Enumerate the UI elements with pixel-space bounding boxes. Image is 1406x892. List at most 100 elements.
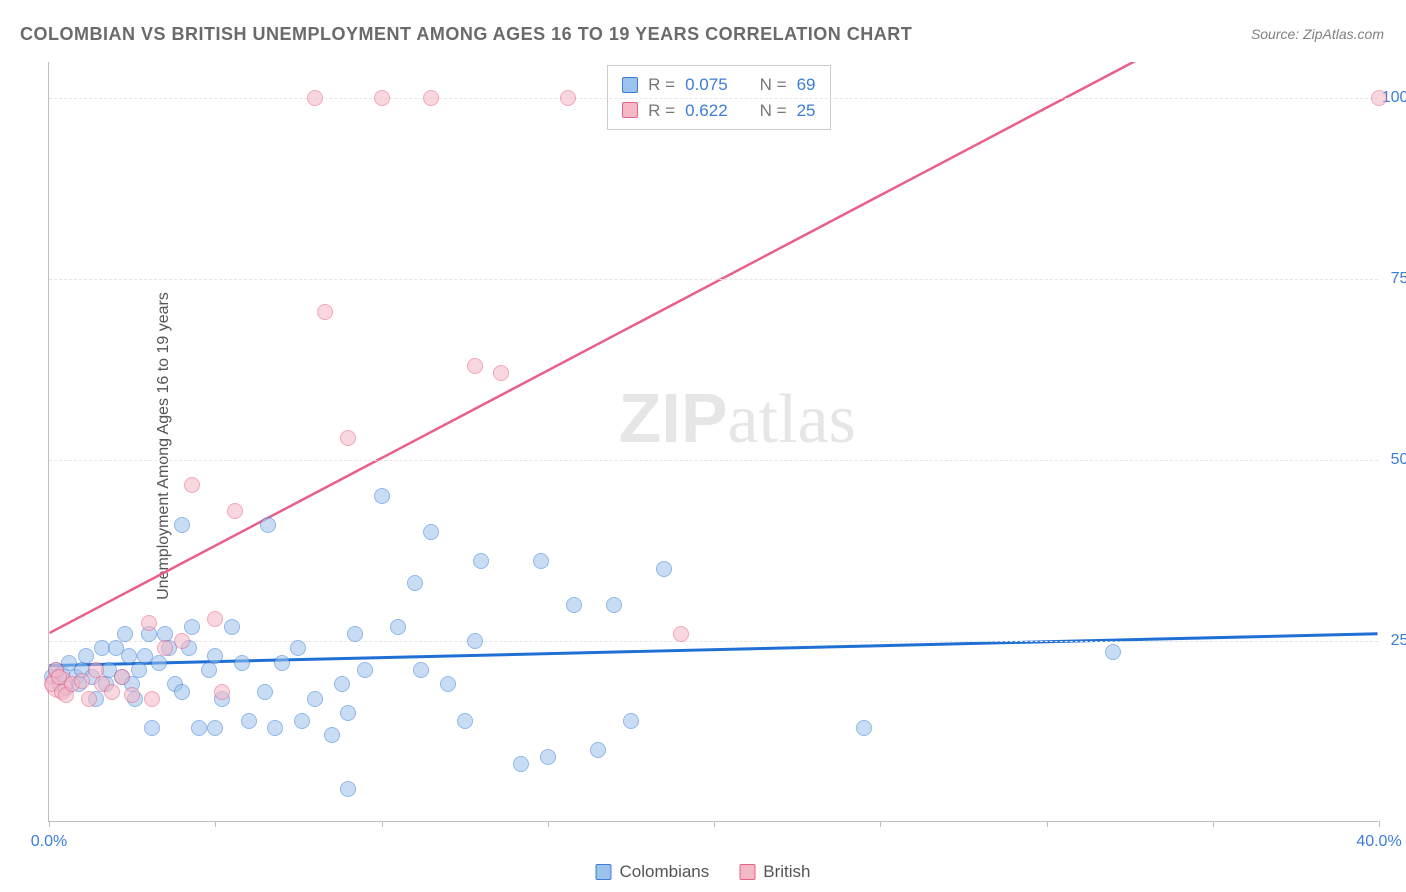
data-point: [340, 781, 356, 797]
bottom-legend: Colombians British: [596, 862, 811, 882]
gridline: [49, 98, 1378, 99]
data-point: [656, 561, 672, 577]
gridline: [49, 641, 1378, 642]
data-point: [267, 720, 283, 736]
data-point: [347, 626, 363, 642]
data-point: [184, 477, 200, 493]
data-point: [467, 358, 483, 374]
data-point: [390, 619, 406, 635]
data-point: [533, 553, 549, 569]
x-tick: [880, 821, 881, 827]
legend-item: Colombians: [596, 862, 710, 882]
stat-label-n: N =: [760, 98, 787, 124]
y-tick-label: 75.0%: [1391, 270, 1406, 288]
data-point: [227, 503, 243, 519]
legend-label: Colombians: [620, 862, 710, 882]
data-point: [340, 430, 356, 446]
data-point: [357, 662, 373, 678]
stat-label-r: R =: [648, 72, 675, 98]
data-point: [141, 615, 157, 631]
data-point: [413, 662, 429, 678]
data-point: [566, 597, 582, 613]
data-point: [513, 756, 529, 772]
x-tick: [382, 821, 383, 827]
data-point: [1105, 644, 1121, 660]
data-point: [104, 684, 120, 700]
chart-container: COLOMBIAN VS BRITISH UNEMPLOYMENT AMONG …: [0, 0, 1406, 892]
legend-swatch: [622, 77, 638, 93]
data-point: [184, 619, 200, 635]
data-point: [340, 705, 356, 721]
data-point: [224, 619, 240, 635]
chart-title: COLOMBIAN VS BRITISH UNEMPLOYMENT AMONG …: [20, 24, 912, 45]
data-point: [317, 304, 333, 320]
stat-value-r: 0.622: [685, 98, 728, 124]
data-point: [423, 524, 439, 540]
x-tick: [1047, 821, 1048, 827]
legend-item: British: [739, 862, 810, 882]
plot-area: ZIPatlas R = 0.075N = 69R = 0.622N = 25 …: [48, 62, 1378, 822]
data-point: [473, 553, 489, 569]
x-tick: [714, 821, 715, 827]
watermark-zip: ZIP: [619, 379, 728, 457]
data-point: [493, 365, 509, 381]
stats-row: R = 0.622N = 25: [622, 98, 815, 124]
data-point: [117, 626, 133, 642]
stat-label-n: N =: [760, 72, 787, 98]
data-point: [157, 640, 173, 656]
data-point: [131, 662, 147, 678]
x-tick: [49, 821, 50, 827]
data-point: [334, 676, 350, 692]
x-tick: [1379, 821, 1380, 827]
legend-swatch: [596, 864, 612, 880]
data-point: [374, 488, 390, 504]
data-point: [540, 749, 556, 765]
x-tick-label: 40.0%: [1356, 833, 1401, 851]
data-point: [407, 575, 423, 591]
data-point: [144, 720, 160, 736]
data-point: [124, 687, 140, 703]
stat-value-n: 69: [797, 72, 816, 98]
data-point: [191, 720, 207, 736]
data-point: [214, 684, 230, 700]
trend-line: [49, 62, 1377, 633]
data-point: [307, 691, 323, 707]
data-point: [423, 90, 439, 106]
x-tick-label: 0.0%: [31, 833, 67, 851]
x-tick: [548, 821, 549, 827]
data-point: [207, 720, 223, 736]
legend-swatch: [739, 864, 755, 880]
data-point: [274, 655, 290, 671]
data-point: [207, 611, 223, 627]
data-point: [174, 633, 190, 649]
data-point: [374, 90, 390, 106]
data-point: [174, 684, 190, 700]
data-point: [307, 90, 323, 106]
x-tick: [1213, 821, 1214, 827]
data-point: [174, 517, 190, 533]
data-point: [144, 691, 160, 707]
data-point: [560, 90, 576, 106]
data-point: [201, 662, 217, 678]
stats-row: R = 0.075N = 69: [622, 72, 815, 98]
y-tick-label: 25.0%: [1391, 632, 1406, 650]
gridline: [49, 460, 1378, 461]
legend-swatch: [622, 102, 638, 118]
y-tick-label: 50.0%: [1391, 451, 1406, 469]
trend-lines-layer: [49, 62, 1378, 821]
stat-value-n: 25: [797, 98, 816, 124]
data-point: [234, 655, 250, 671]
data-point: [207, 648, 223, 664]
data-point: [294, 713, 310, 729]
x-tick: [215, 821, 216, 827]
gridline: [49, 279, 1378, 280]
data-point: [151, 655, 167, 671]
data-point: [257, 684, 273, 700]
data-point: [78, 648, 94, 664]
watermark-atlas: atlas: [728, 381, 856, 458]
data-point: [81, 691, 97, 707]
data-point: [673, 626, 689, 642]
data-point: [856, 720, 872, 736]
legend-label: British: [763, 862, 810, 882]
data-point: [241, 713, 257, 729]
